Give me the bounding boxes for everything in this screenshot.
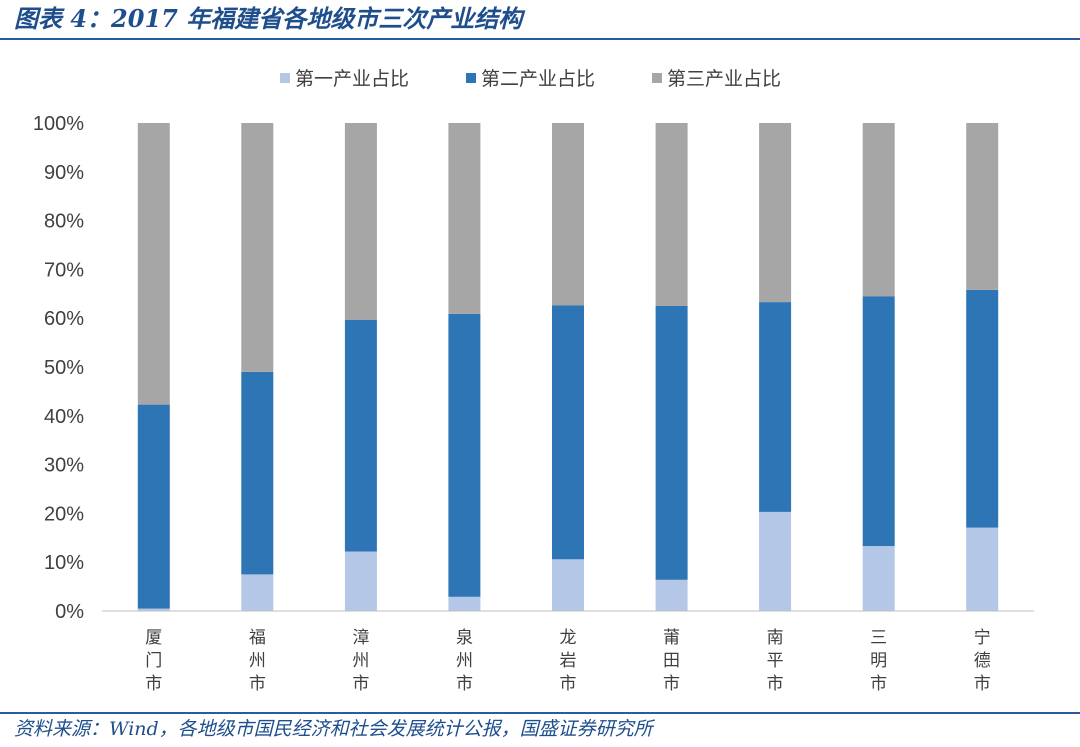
y-tick-label: 30% <box>44 455 84 477</box>
bar-segment-2-8 <box>862 296 895 547</box>
y-tick-label: 0% <box>55 601 84 623</box>
x-category-label: 漳州市 <box>352 628 369 694</box>
y-tick-label: 40% <box>44 406 84 428</box>
x-category-label: 宁德市 <box>974 628 991 694</box>
bar-segment-2-9 <box>966 289 999 528</box>
bar-segment-2-1 <box>137 404 170 609</box>
y-tick-label: 90% <box>44 162 84 184</box>
y-tick-label: 100% <box>33 113 84 135</box>
bar-segment-1-3 <box>344 551 377 611</box>
bar-segment-2-7 <box>759 302 792 512</box>
bar-segment-3-5 <box>552 123 584 306</box>
y-tick-label: 50% <box>44 357 84 379</box>
x-axis: 厦门市 福州市 漳州市 泉州市 龙岩市 莆田市 南平市 三明市 宁德市 <box>145 628 990 694</box>
y-tick-label: 60% <box>44 308 84 330</box>
bar-segment-1-2 <box>241 574 274 611</box>
bar-segment-1-5 <box>552 559 584 611</box>
bar-segment-1-6 <box>655 579 688 611</box>
source-note: 资料来源：Wind，各地级市国民经济和社会发展统计公报，国盛证券研究所 <box>14 718 653 740</box>
bar-segment-3-9 <box>966 123 999 290</box>
legend-label-1: 第一产业占比 <box>295 68 409 90</box>
bar-segment-1-8 <box>862 546 895 611</box>
bar-segment-1-9 <box>966 527 999 611</box>
legend-label-3: 第三产业占比 <box>667 68 781 90</box>
x-category-label: 莆田市 <box>663 628 680 694</box>
x-category-label: 泉州市 <box>456 628 473 694</box>
x-category-label: 福州市 <box>249 628 266 694</box>
y-axis: 0% 10% 20% 30% 40% 50% 60% 70% 80% 90% 100% <box>33 113 84 623</box>
bars <box>137 123 999 611</box>
bar-segment-2-6 <box>655 306 688 580</box>
bar-segment-1-7 <box>759 511 792 611</box>
bar-segment-2-3 <box>344 319 377 552</box>
chart-legend: 第一产业占比 第二产业占比 第三产业占比 <box>280 68 781 90</box>
legend-swatch-3 <box>652 73 662 83</box>
x-category-label: 厦门市 <box>145 628 162 694</box>
title-divider <box>0 38 1080 40</box>
bar-segment-3-1 <box>137 123 170 405</box>
y-tick-label: 80% <box>44 211 84 233</box>
y-tick-label: 10% <box>44 552 84 574</box>
y-tick-label: 20% <box>44 503 84 525</box>
x-category-label: 龙岩市 <box>560 628 577 694</box>
bar-segment-1-1 <box>137 608 170 611</box>
bar-segment-2-5 <box>552 305 584 560</box>
bar-segment-3-3 <box>344 123 377 320</box>
x-category-label: 南平市 <box>767 628 784 694</box>
bar-segment-2-4 <box>448 313 481 597</box>
y-tick-label: 70% <box>44 259 84 281</box>
x-category-label: 三明市 <box>870 628 887 694</box>
bar-segment-3-4 <box>448 123 481 314</box>
bar-segment-2-2 <box>241 371 274 575</box>
bar-segment-1-4 <box>448 596 481 611</box>
bar-segment-3-2 <box>241 123 274 372</box>
legend-swatch-2 <box>466 73 476 83</box>
bar-segment-3-6 <box>655 123 688 306</box>
bar-segment-3-8 <box>862 123 895 297</box>
source-divider <box>0 712 1080 714</box>
legend-label-2: 第二产业占比 <box>481 68 595 90</box>
figure-title: 图表 4：2017 年福建省各地级市三次产业结构 <box>14 4 523 33</box>
legend-swatch-1 <box>280 73 290 83</box>
bar-segment-3-7 <box>759 123 792 303</box>
